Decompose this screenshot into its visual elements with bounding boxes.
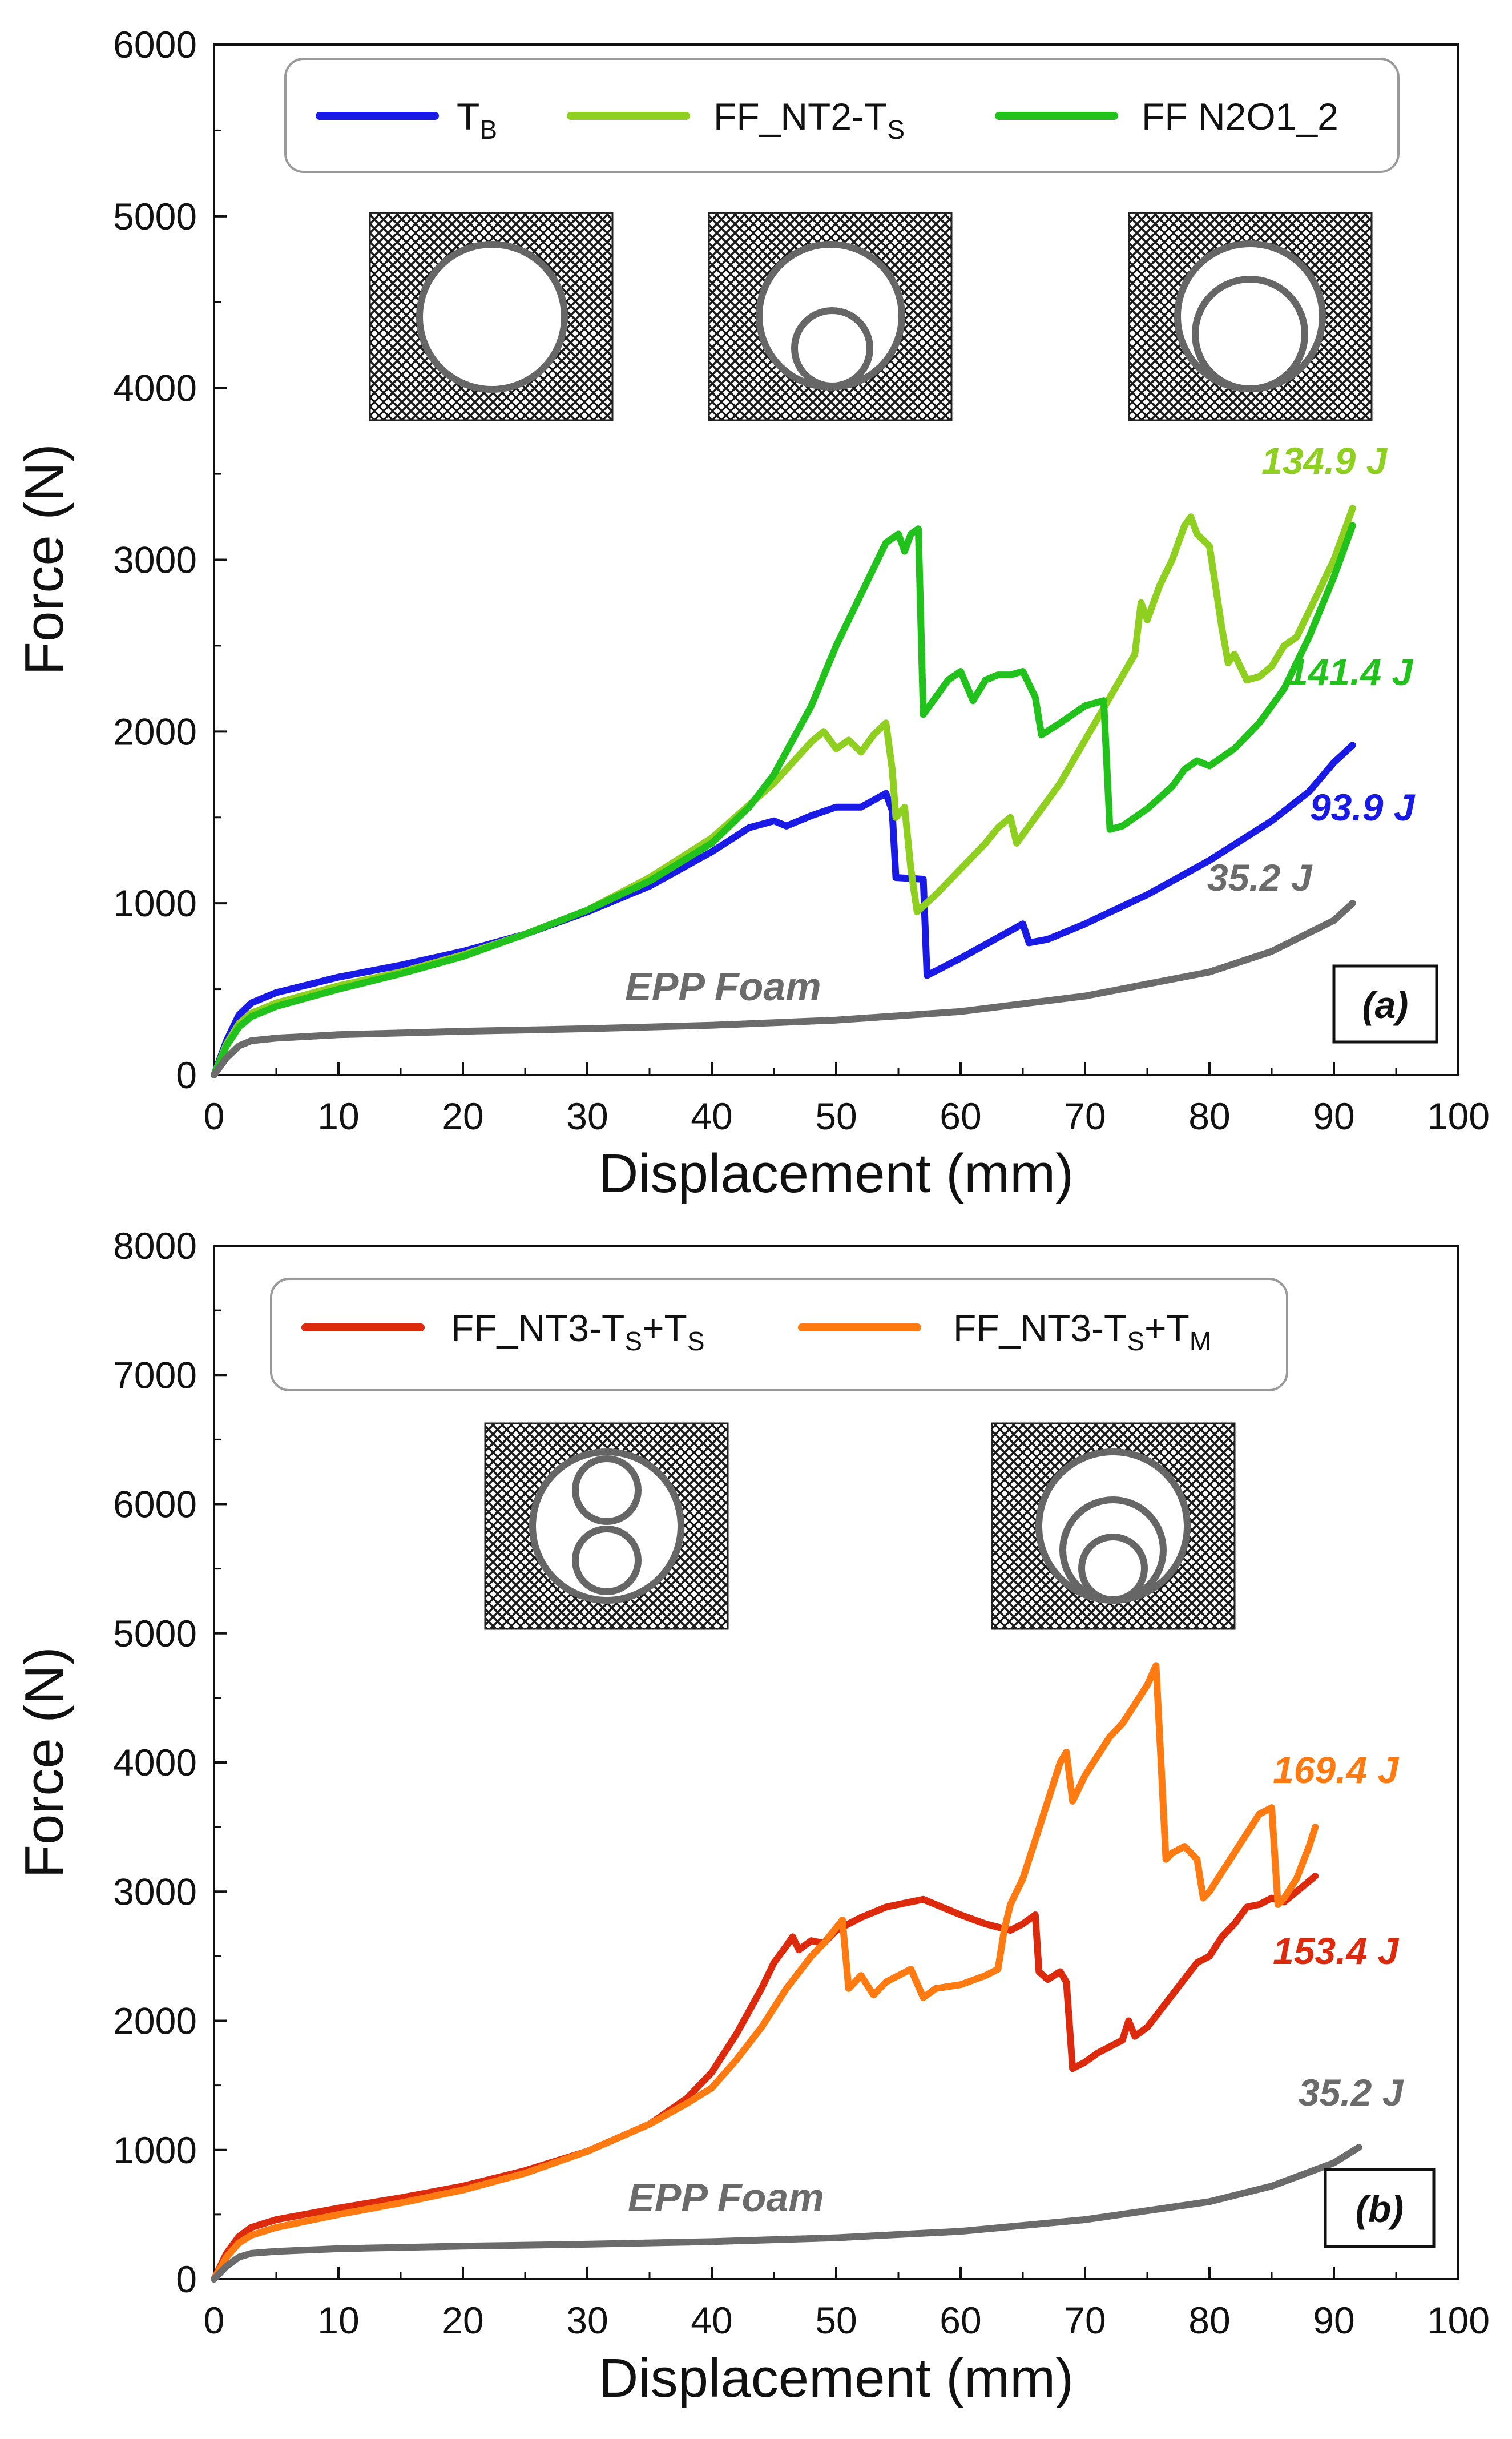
- y-tick-label: 2000: [113, 2000, 197, 2042]
- x-tick-label: 30: [566, 2299, 608, 2341]
- energy-label-nt2-ts: 134.9 J: [1261, 440, 1388, 482]
- series-lines: [211, 505, 1356, 1078]
- series-line-ff-n2o1-2: [211, 522, 1356, 1078]
- energy-label-tb: 93.9 J: [1310, 786, 1416, 828]
- x-tick-label: 60: [940, 1095, 981, 1137]
- x-tick-label: 100: [1427, 2299, 1490, 2341]
- legend-label: TB: [457, 95, 497, 144]
- legend-box: [270, 1278, 1288, 1391]
- y-tick-label: 6000: [113, 1483, 197, 1526]
- y-tick-label: 3000: [113, 539, 197, 581]
- x-tick-label: 60: [940, 2299, 981, 2341]
- inset-nt3-ts-ts-cross-section: [484, 1422, 729, 1630]
- x-tick-label: 80: [1188, 2299, 1230, 2341]
- energy-label-nt3-ts-tm: 169.4 J: [1273, 1749, 1399, 1791]
- legend-box: [284, 58, 1400, 173]
- legend-label-part: FF N2O1_2: [1142, 95, 1338, 138]
- legend-label-part: +T: [642, 1307, 687, 1349]
- panel-label-a: (a): [1362, 984, 1409, 1026]
- legend-label: FF_NT2-TS: [713, 95, 905, 144]
- inset-nt3-ts-tm-cross-section: [991, 1422, 1236, 1630]
- energy-label-epp: 35.2 J: [1207, 856, 1313, 899]
- x-tick-label: 90: [1313, 2299, 1354, 2341]
- y-axis-title: Force (N): [14, 444, 75, 675]
- panel-label-b: (b): [1356, 2188, 1404, 2230]
- inset-tb-cross-section: [369, 212, 614, 421]
- legend-label-part: B: [479, 115, 497, 144]
- legend-label-part: FF_NT3-T: [953, 1307, 1127, 1349]
- panel-label-box: [1332, 964, 1438, 1044]
- legend-label-part: M: [1190, 1326, 1211, 1356]
- series-line-ff-nt3-ts-tm: [211, 1662, 1319, 2283]
- x-tick-label: 20: [442, 2299, 483, 2341]
- x-tick-label: 0: [204, 2299, 225, 2341]
- legend-label-part: FF_NT2-T: [713, 95, 887, 138]
- y-axis-title: Force (N): [14, 1647, 75, 1878]
- inset-n2o1-cross-section: [1128, 212, 1373, 421]
- x-tick-label: 90: [1313, 1095, 1354, 1137]
- y-tick-label: 4000: [113, 1741, 197, 1784]
- legend-label-part: S: [887, 115, 905, 144]
- x-tick-label: 80: [1188, 1095, 1230, 1137]
- epp-foam-label: EPP Foam: [625, 964, 821, 1009]
- series-line-tb: [211, 742, 1356, 1078]
- series-lines: [211, 1662, 1362, 2283]
- y-tick-label: 1000: [113, 2129, 197, 2171]
- plot-frame: [213, 1245, 1459, 2280]
- x-tick-label: 40: [691, 2299, 732, 2341]
- y-tick-label: 8000: [113, 1225, 197, 1267]
- series-line-epp-foam: [211, 900, 1356, 1078]
- epp-foam-label: EPP Foam: [628, 2175, 824, 2220]
- x-tick-label: 10: [317, 2299, 359, 2341]
- legend-label-part: T: [457, 95, 479, 138]
- legend-label-part: FF_NT3-T: [451, 1307, 624, 1349]
- energy-label-n2o1: 141.4 J: [1287, 651, 1413, 693]
- plot-frame: [213, 43, 1459, 1076]
- y-tick-label: 0: [176, 2258, 197, 2300]
- legend-label-part: S: [1127, 1326, 1144, 1356]
- legend: FF_NT3-TS+TS FF_NT3-TS+TM: [301, 1307, 1211, 1356]
- legend-label-part: S: [687, 1326, 705, 1356]
- energy-label-epp: 35.2 J: [1299, 2071, 1404, 2114]
- legend: TB FF_NT2-TS FF N2O1_2: [316, 95, 1338, 144]
- legend-label: FF_NT3-TS+TS: [451, 1307, 705, 1356]
- y-tick-label: 5000: [113, 195, 197, 238]
- x-tick-label: 70: [1064, 1095, 1106, 1137]
- legend-label: FF N2O1_2: [1142, 95, 1338, 138]
- panel-b-chart: 0 10 20 30 40 50 60 70 80 90 100010002000300040005…: [14, 1225, 1490, 2409]
- legend-label-part: +T: [1144, 1307, 1190, 1349]
- x-axis-title: Displacement (mm): [599, 1143, 1074, 1204]
- series-line-epp-foam: [211, 2144, 1362, 2283]
- x-tick-label: 30: [566, 1095, 608, 1137]
- panel-label-box: [1324, 2168, 1436, 2248]
- panel-a-chart: 0 10 20 30 40 50 60 70 80 90 100010002000300040005…: [14, 23, 1490, 1204]
- x-tick-label: 70: [1064, 2299, 1106, 2341]
- y-tick-label: 6000: [113, 23, 197, 66]
- inset-nt2-ts-cross-section: [708, 212, 953, 421]
- y-tick-label: 4000: [113, 367, 197, 409]
- y-tick-label: 5000: [113, 1612, 197, 1655]
- x-tick-label: 10: [317, 1095, 359, 1137]
- x-tick-label: 40: [691, 1095, 732, 1137]
- energy-label-nt3-ts-ts: 153.4 J: [1273, 1930, 1399, 1972]
- legend-label-part: S: [624, 1326, 642, 1356]
- y-tick-label: 3000: [113, 1870, 197, 1913]
- y-tick-label: 0: [176, 1054, 197, 1096]
- y-tick-label: 7000: [113, 1354, 197, 1396]
- y-tick-label: 1000: [113, 882, 197, 924]
- y-tick-label: 2000: [113, 710, 197, 752]
- x-axis-title: Displacement (mm): [599, 2348, 1074, 2409]
- x-tick-label: 50: [815, 1095, 857, 1137]
- x-tick-label: 100: [1427, 1095, 1490, 1137]
- legend-label: FF_NT3-TS+TM: [953, 1307, 1211, 1356]
- x-tick-label: 0: [204, 1095, 225, 1137]
- x-tick-label: 50: [815, 2299, 857, 2341]
- x-tick-label: 20: [442, 1095, 483, 1137]
